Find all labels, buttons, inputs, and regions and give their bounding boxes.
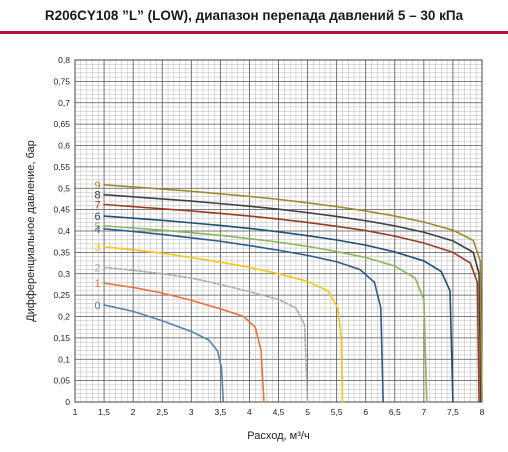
y-tick-label: 0,25: [53, 290, 70, 300]
x-tick-label: 1,5: [98, 407, 110, 417]
y-tick-label: 0,4: [58, 226, 70, 236]
x-tick-label: 7,5: [447, 407, 459, 417]
x-tick-label: 2: [131, 407, 136, 417]
y-tick-label: 0,3: [58, 269, 70, 279]
y-tick-label: 0,45: [53, 205, 70, 215]
x-tick-labels: 1 1,5 2 2,5 3 3,5 4 4,5 5 5,5 6 6,5 7 7,5 8: [73, 407, 485, 417]
series-line-3: [103, 246, 344, 403]
x-tick-label: 3: [189, 407, 194, 417]
y-tick-label: 0,65: [53, 119, 70, 129]
y-tick-label: 0,2: [58, 312, 70, 322]
y-tick-label: 0: [65, 397, 70, 407]
y-tick-label: 0,7: [58, 98, 70, 108]
series-line-5: [103, 225, 428, 403]
series-label-8: 8: [94, 190, 100, 202]
y-tick-label: 0,5: [58, 183, 70, 193]
y-tick-label: 0,15: [53, 333, 70, 343]
y-tick-labels: 0 0,05 0,1 0,15 0,2 0,25 0,3 0,35 0,4 0,45 0,5 0,55…: [53, 55, 70, 407]
series-label-6: 6: [94, 211, 100, 223]
x-axis-label: Расход, м³/ч: [247, 430, 309, 442]
series-line-0: [103, 304, 225, 403]
series-label-3: 3: [94, 242, 100, 254]
series-label-4: 4: [94, 224, 100, 236]
y-tick-label: 0,1: [58, 354, 70, 364]
series-line-4: [103, 228, 384, 403]
y-tick-label: 0,75: [53, 76, 70, 86]
y-tick-label: 0,35: [53, 247, 70, 257]
series-line-2: [103, 266, 309, 403]
x-tick-label: 4: [247, 407, 252, 417]
x-tick-label: 5,5: [331, 407, 343, 417]
y-tick-label: 0,05: [53, 376, 70, 386]
plot-frame: [74, 59, 483, 403]
x-tick-label: 1: [73, 407, 78, 417]
series-label-0: 0: [94, 300, 100, 312]
x-tick-label: 2,5: [156, 407, 168, 417]
chart-title: R206CY108 ”L” (LOW), диапазон перепада д…: [44, 8, 464, 23]
y-tick-label: 0,8: [58, 55, 70, 65]
series-line-8: [103, 193, 482, 403]
series-label-9: 9: [94, 180, 100, 192]
series-layer: [103, 184, 483, 403]
series-line-7: [103, 203, 480, 403]
x-tick-label: 3,5: [214, 407, 226, 417]
series-label-7: 7: [94, 199, 100, 211]
series-label-1: 1: [94, 278, 100, 290]
x-tick-label: 8: [480, 407, 485, 417]
x-tick-label: 5: [305, 407, 310, 417]
x-tick-label: 4,5: [273, 407, 285, 417]
series-line-1: [103, 282, 265, 403]
series-label-5: 5: [94, 221, 100, 233]
x-tick-label: 6: [363, 407, 368, 417]
y-tick-label: 0,6: [58, 141, 70, 151]
series-label-2: 2: [94, 262, 100, 274]
series-line-9: [103, 184, 483, 403]
title-bar: R206CY108 ”L” (LOW), диапазон перепада д…: [0, 0, 508, 34]
y-tick-label: 0,55: [53, 162, 70, 172]
series-line-6: [103, 215, 454, 403]
x-tick-label: 6,5: [389, 407, 401, 417]
x-tick-label: 7: [421, 407, 426, 417]
y-axis-label: Дифференциальное давление, бар: [25, 140, 37, 322]
